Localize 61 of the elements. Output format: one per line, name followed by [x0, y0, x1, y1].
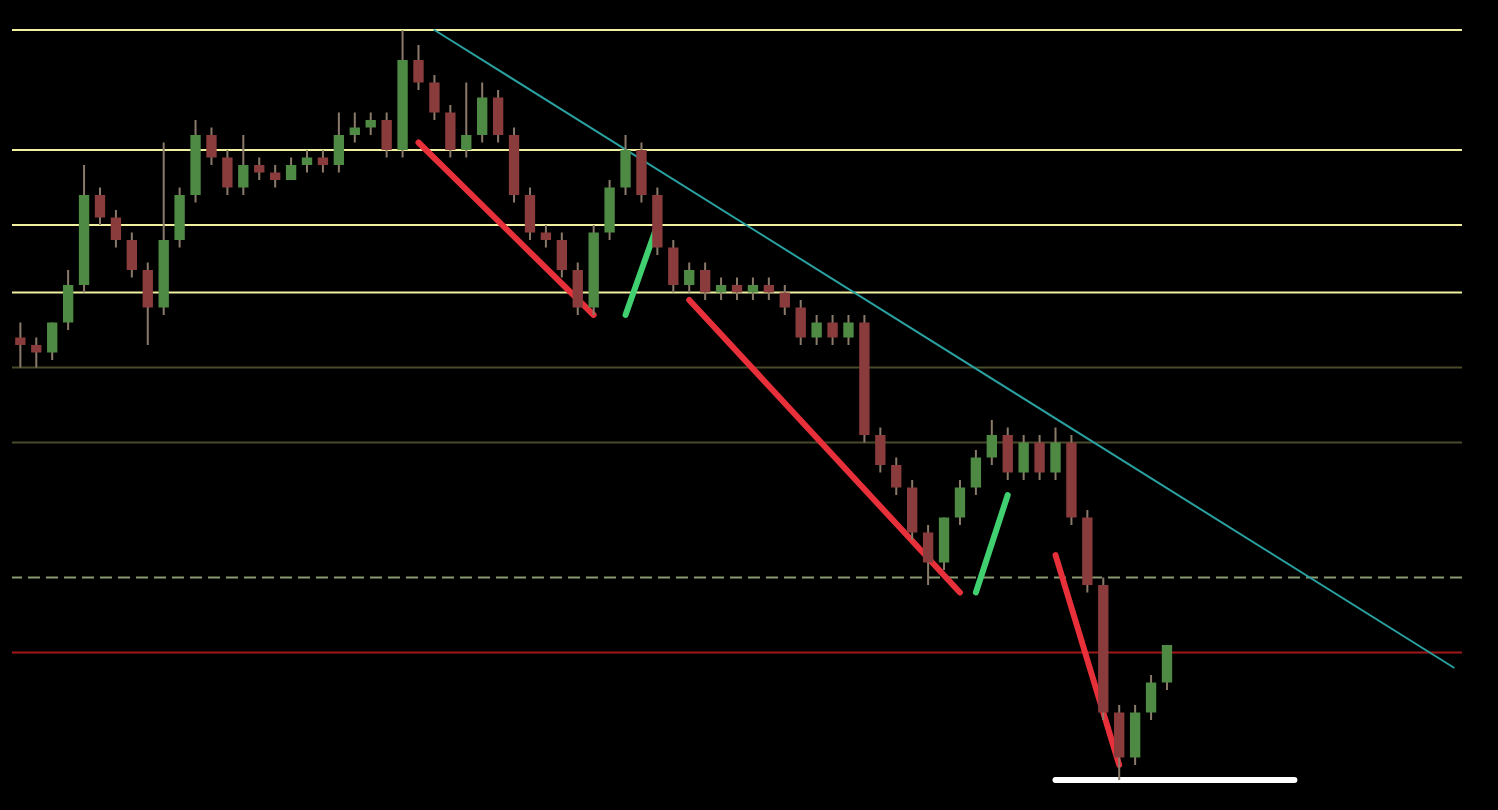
candlestick: [684, 261, 695, 294]
candlestick: [1050, 426, 1061, 481]
candlestick: [254, 156, 265, 181]
candlestick: [381, 111, 392, 159]
candlestick: [556, 231, 567, 279]
candlestick: [365, 111, 376, 136]
candlestick: [699, 261, 711, 301]
candlestick: [301, 149, 313, 174]
candlestick: [795, 299, 806, 346]
candlestick: [811, 314, 822, 346]
candlestick: [970, 449, 982, 496]
candlestick: [477, 81, 488, 144]
candlestick: [349, 111, 360, 144]
candlestick: [142, 261, 153, 346]
candlestick: [413, 44, 424, 91]
candlestick: [1002, 426, 1013, 481]
candlestick: [429, 74, 440, 121]
candlestick: [891, 456, 902, 496]
candlestick: [333, 111, 345, 174]
candlestick: [843, 314, 854, 346]
candlestick: [875, 426, 886, 474]
candlestick: [524, 186, 536, 241]
candlestick: [317, 149, 329, 174]
candlestick: [907, 479, 918, 541]
candlestick: [1018, 434, 1029, 481]
candlestick: [222, 149, 233, 196]
candlestick: [1034, 434, 1045, 481]
candlestick: [572, 261, 583, 316]
candlestick: [238, 134, 249, 196]
candlestick: [938, 516, 950, 571]
candlestick: [110, 209, 122, 249]
candlestick: [461, 81, 472, 159]
candlestick: [31, 336, 42, 369]
candlestick: [636, 141, 647, 204]
candlestick: [1114, 704, 1125, 781]
candlestick: [922, 524, 934, 586]
candlestick: [492, 89, 504, 144]
candlestick: [668, 239, 679, 294]
candlestick: [1129, 704, 1141, 766]
candlestick: [604, 179, 615, 241]
candlestick: [1145, 674, 1157, 721]
candlestick: [715, 276, 727, 301]
candlestick: [763, 276, 775, 301]
candlestick: [62, 269, 74, 331]
candlestick: [174, 186, 185, 249]
candlestick: [986, 419, 997, 466]
candlestick: [206, 126, 217, 166]
candlestick: [15, 321, 26, 369]
candlestick: [540, 224, 552, 249]
candlestick: [47, 321, 58, 361]
candlestick: [269, 164, 281, 189]
candlestick: [779, 284, 790, 316]
candlestick: [954, 479, 966, 526]
candlestick: [827, 314, 838, 346]
candlestick: [94, 186, 106, 226]
candlestick: [620, 134, 631, 196]
candlestick: [126, 231, 138, 279]
candlestick: [747, 276, 759, 301]
candlestick: [731, 276, 743, 301]
candlestick: [445, 104, 456, 159]
candlestick: [1161, 644, 1173, 691]
